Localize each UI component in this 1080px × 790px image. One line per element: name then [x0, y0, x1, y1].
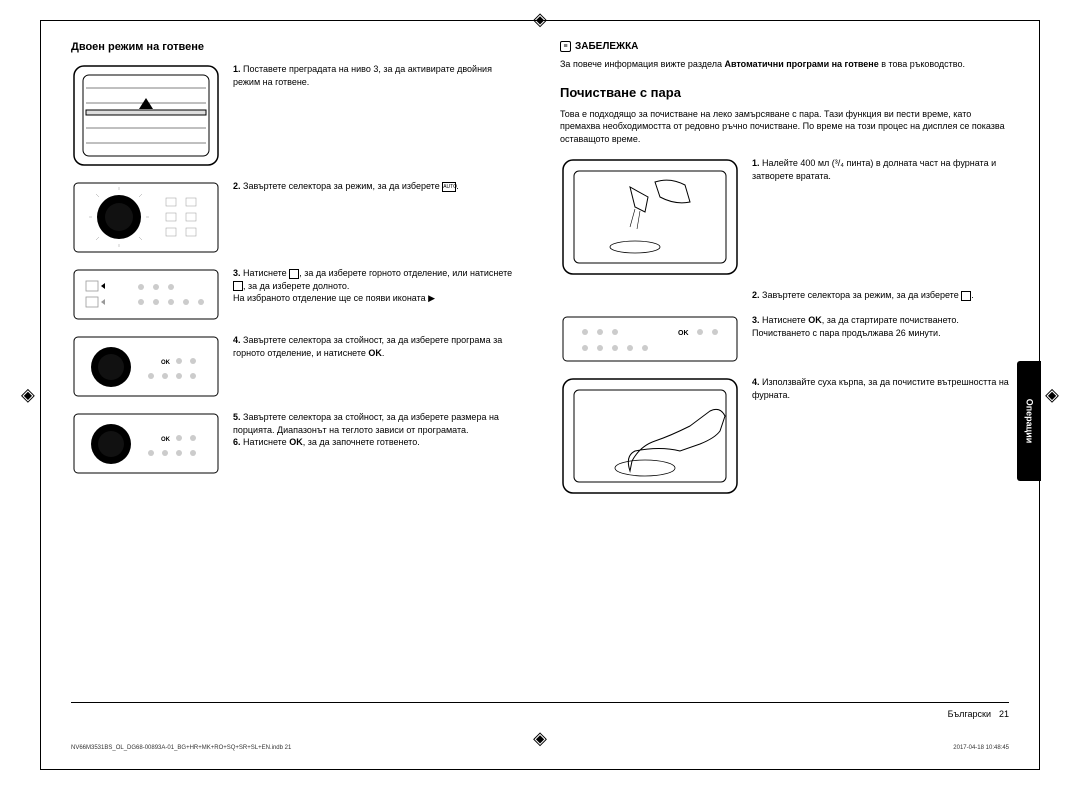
steam-clean-icon [961, 291, 971, 301]
meta-filename: NV66M3531BS_OL_DG68-00893A-01_BG+HR+MK+R… [71, 745, 291, 751]
meta-timestamp: 2017-04-18 10:48:45 [953, 745, 1009, 751]
steam-clean-heading: Почистване с пара [560, 85, 1009, 100]
note-text: За повече информация вижте раздела Автом… [560, 58, 1009, 71]
mode-selector-diagram [71, 180, 221, 255]
step-5-6-text: 5. Завъртете селектора за стойност, за д… [233, 411, 520, 476]
ok-panel-diagram: OK [560, 314, 740, 364]
oven-divider-diagram [71, 63, 221, 168]
step-4-text: 4. Завъртете селектора за стойност, за д… [233, 334, 520, 399]
step-1-text: 1. Поставете преградата на ниво 3, за да… [233, 63, 520, 168]
svg-text:OK: OK [161, 437, 171, 443]
upper-compartment-icon [289, 269, 299, 279]
footer-language: Български [948, 709, 991, 719]
print-metadata: NV66M3531BS_OL_DG68-00893A-01_BG+HR+MK+R… [71, 745, 1009, 751]
registration-mark: ◈ [21, 385, 35, 406]
value-selector-diagram-2: OK [71, 411, 221, 476]
right-step-3: 3. Натиснете OK, за да стартирате почист… [752, 314, 1009, 364]
right-step-2: 2. Завъртете селектора за режим, за да и… [752, 289, 1009, 302]
dual-mode-title: Двоен режим на готвене [71, 41, 520, 53]
pour-water-diagram [560, 157, 740, 277]
side-tab: Операции [1017, 361, 1041, 481]
auto-icon: AUTO [442, 182, 456, 192]
svg-text:OK: OK [678, 330, 689, 337]
right-column: ≡ ЗАБЕЛЕЖКА За повече информация вижте р… [560, 41, 1009, 508]
step-3-text: 3. Натиснете , за да изберете горното от… [233, 267, 520, 322]
right-step-1: 1. Налейте 400 мл (³/₄ пинта) в долната … [752, 157, 1009, 277]
note-heading: ≡ ЗАБЕЛЕЖКА [560, 41, 1009, 52]
steam-clean-intro: Това е подходящо за почистване на леко з… [560, 108, 1009, 146]
page-footer: Български 21 [71, 702, 1009, 719]
left-column: Двоен режим на готвене 1. Поставете прег [71, 41, 520, 508]
value-selector-diagram: OK [71, 334, 221, 399]
footer-page-number: 21 [999, 709, 1009, 719]
note-icon: ≡ [560, 41, 571, 52]
step-2-text: 2. Завъртете селектора за режим, за да и… [233, 180, 520, 255]
registration-mark: ◈ [1045, 385, 1059, 406]
display-panel-diagram [71, 267, 221, 322]
right-step-4: 4. Използвайте суха кърпа, за да почисти… [752, 376, 1009, 496]
svg-text:OK: OK [161, 360, 171, 366]
lower-compartment-icon [233, 281, 243, 291]
wipe-diagram [560, 376, 740, 496]
